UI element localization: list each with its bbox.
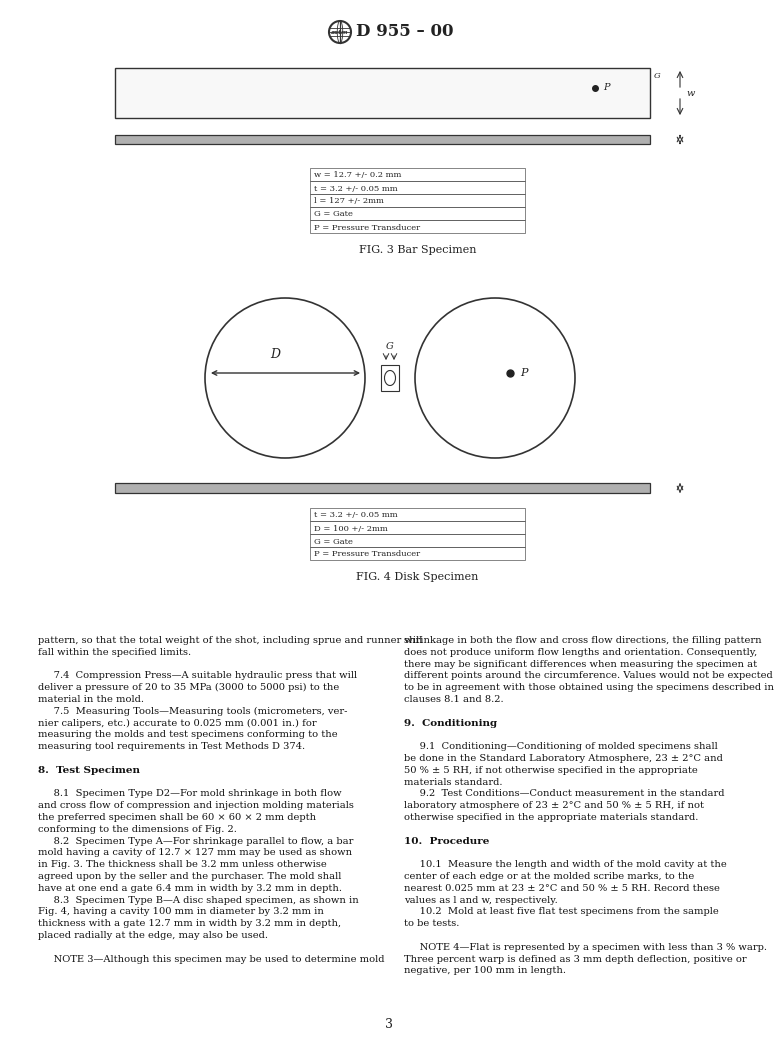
Text: to be tests.: to be tests. [404,919,459,929]
Text: NOTE 3—Although this specimen may be used to determine mold: NOTE 3—Although this specimen may be use… [38,955,384,964]
Text: D = 100 +/- 2mm: D = 100 +/- 2mm [314,525,387,533]
Text: P: P [520,369,527,378]
Text: deliver a pressure of 20 to 35 MPa (3000 to 5000 psi) to the: deliver a pressure of 20 to 35 MPa (3000… [38,683,339,692]
Text: nearest 0.025 mm at 23 ± 2°C and 50 % ± 5 RH. Record these: nearest 0.025 mm at 23 ± 2°C and 50 % ± … [404,884,720,893]
Bar [310,181,525,194]
Text: G = Gate: G = Gate [314,537,353,545]
Text: 8.2  Specimen Type A—For shrinkage parallel to flow, a bar: 8.2 Specimen Type A—For shrinkage parall… [38,837,353,845]
Text: t = 3.2 +/- 0.05 mm: t = 3.2 +/- 0.05 mm [314,511,398,519]
Text: 9.2  Test Conditions—Conduct measurement in the standard: 9.2 Test Conditions—Conduct measurement … [404,789,724,798]
Text: G: G [386,342,394,351]
Text: Three percent warp is defined as 3 mm depth deflection, positive or: Three percent warp is defined as 3 mm de… [404,955,747,964]
Text: P = Pressure Transducer: P = Pressure Transducer [314,551,420,559]
Text: conforming to the dimensions of Fig. 2.: conforming to the dimensions of Fig. 2. [38,824,237,834]
Text: D: D [270,348,280,361]
Text: in Fig. 3. The thickness shall be 3.2 mm unless otherwise: in Fig. 3. The thickness shall be 3.2 mm… [38,860,327,869]
Bar [310,547,525,560]
Bar [115,68,650,118]
Text: P: P [603,83,609,93]
Bar [310,207,525,220]
Bar [310,508,525,520]
Text: nier calipers, etc.) accurate to 0.025 mm (0.001 in.) for: nier calipers, etc.) accurate to 0.025 m… [38,718,317,728]
Text: 10.2  Mold at least five flat test specimens from the sample: 10.2 Mold at least five flat test specim… [404,908,719,916]
Text: fall within the specified limits.: fall within the specified limits. [38,648,191,657]
Text: negative, per 100 mm in length.: negative, per 100 mm in length. [404,966,566,975]
Text: P = Pressure Transducer: P = Pressure Transducer [314,224,420,231]
Text: center of each edge or at the molded scribe marks, to the: center of each edge or at the molded scr… [404,872,694,881]
Text: clauses 8.1 and 8.2.: clauses 8.1 and 8.2. [404,695,503,704]
Text: does not produce uniform flow lengths and orientation. Consequently,: does not produce uniform flow lengths an… [404,648,757,657]
Text: 10.1  Measure the length and width of the mold cavity at the: 10.1 Measure the length and width of the… [404,860,727,869]
Text: w = 12.7 +/- 0.2 mm: w = 12.7 +/- 0.2 mm [314,172,401,179]
Bar [381,365,399,391]
Text: astm: astm [331,29,349,34]
Text: 8.1  Specimen Type D2—For mold shrinkage in both flow: 8.1 Specimen Type D2—For mold shrinkage … [38,789,342,798]
Text: different points around the circumference. Values would not be expected: different points around the circumferenc… [404,671,773,681]
Bar [310,220,525,233]
Text: agreed upon by the seller and the purchaser. The mold shall: agreed upon by the seller and the purcha… [38,872,342,881]
Text: to be in agreement with those obtained using the specimens described in: to be in agreement with those obtained u… [404,683,774,692]
Text: 8.  Test Specimen: 8. Test Specimen [38,766,140,775]
Bar [115,483,650,493]
Text: 7.5  Measuring Tools—Measuring tools (micrometers, ver-: 7.5 Measuring Tools—Measuring tools (mic… [38,707,348,716]
Text: 7.4  Compression Press—A suitable hydraulic press that will: 7.4 Compression Press—A suitable hydraul… [38,671,357,681]
Bar [115,135,650,144]
Text: values as l and w, respectively.: values as l and w, respectively. [404,895,558,905]
Text: FIG. 3 Bar Specimen: FIG. 3 Bar Specimen [359,245,476,255]
Text: mold having a cavity of 12.7 × 127 mm may be used as shown: mold having a cavity of 12.7 × 127 mm ma… [38,848,352,858]
Text: laboratory atmosphere of 23 ± 2°C and 50 % ± 5 RH, if not: laboratory atmosphere of 23 ± 2°C and 50… [404,802,704,810]
Text: G = Gate: G = Gate [314,210,353,219]
Text: 3: 3 [385,1018,393,1032]
Text: have at one end a gate 6.4 mm in width by 3.2 mm in depth.: have at one end a gate 6.4 mm in width b… [38,884,342,893]
Text: and cross flow of compression and injection molding materials: and cross flow of compression and inject… [38,802,354,810]
Text: Fig. 4, having a cavity 100 mm in diameter by 3.2 mm in: Fig. 4, having a cavity 100 mm in diamet… [38,908,324,916]
Text: D 955 – 00: D 955 – 00 [356,24,454,41]
Text: FIG. 4 Disk Specimen: FIG. 4 Disk Specimen [356,572,478,582]
Text: w: w [686,88,695,98]
Text: shrinkage in both the flow and cross flow directions, the filling pattern: shrinkage in both the flow and cross flo… [404,636,762,645]
Bar [310,534,525,547]
Text: the preferred specimen shall be 60 × 60 × 2 mm depth: the preferred specimen shall be 60 × 60 … [38,813,316,822]
Text: measuring tool requirements in Test Methods D 374.: measuring tool requirements in Test Meth… [38,742,305,752]
Text: 10.  Procedure: 10. Procedure [404,837,489,845]
Text: l = 127 +/- 2mm: l = 127 +/- 2mm [314,198,384,205]
Text: otherwise specified in the appropriate materials standard.: otherwise specified in the appropriate m… [404,813,699,822]
Bar [310,194,525,207]
Text: thickness with a gate 12.7 mm in width by 3.2 mm in depth,: thickness with a gate 12.7 mm in width b… [38,919,341,929]
Text: 9.  Conditioning: 9. Conditioning [404,718,497,728]
Text: materials standard.: materials standard. [404,778,503,787]
Text: 50 % ± 5 RH, if not otherwise specified in the appropriate: 50 % ± 5 RH, if not otherwise specified … [404,766,698,775]
Text: material in the mold.: material in the mold. [38,695,144,704]
Text: measuring the molds and test specimens conforming to the: measuring the molds and test specimens c… [38,731,338,739]
Text: placed radially at the edge, may also be used.: placed radially at the edge, may also be… [38,931,268,940]
Bar [310,520,525,534]
Text: there may be significant differences when measuring the specimen at: there may be significant differences whe… [404,660,757,668]
Text: t = 3.2 +/- 0.05 mm: t = 3.2 +/- 0.05 mm [314,184,398,193]
Text: NOTE 4—Flat is represented by a specimen with less than 3 % warp.: NOTE 4—Flat is represented by a specimen… [404,943,767,951]
Text: 8.3  Specimen Type B—A disc shaped specimen, as shown in: 8.3 Specimen Type B—A disc shaped specim… [38,895,359,905]
Text: 9.1  Conditioning—Conditioning of molded specimens shall: 9.1 Conditioning—Conditioning of molded … [404,742,718,752]
Bar [310,168,525,181]
Text: G: G [654,72,661,80]
Text: pattern, so that the total weight of the shot, including sprue and runner will: pattern, so that the total weight of the… [38,636,422,645]
Text: be done in the Standard Laboratory Atmosphere, 23 ± 2°C and: be done in the Standard Laboratory Atmos… [404,754,723,763]
